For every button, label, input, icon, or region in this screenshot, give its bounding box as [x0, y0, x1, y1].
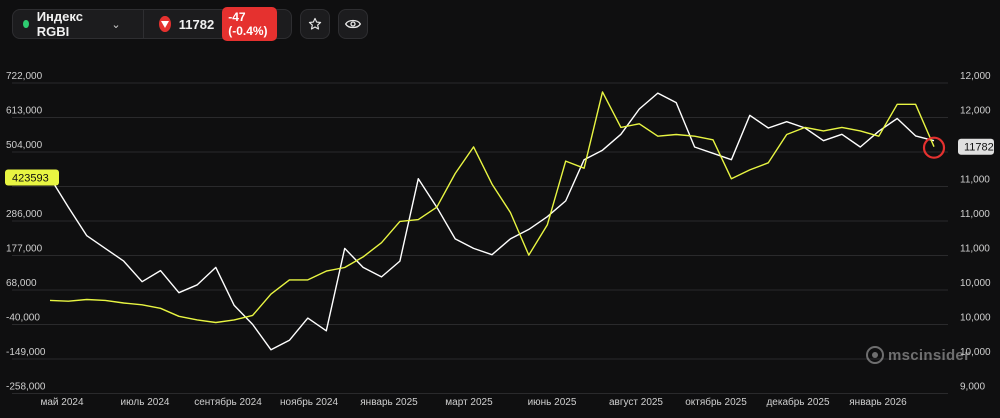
eye-icon	[345, 19, 361, 29]
right-marker-value: 11782	[964, 142, 994, 154]
x-tick-label: сентябрь 2024	[194, 396, 262, 408]
right-tick-label: 10,000	[960, 313, 991, 324]
watermark-text: mscinsider	[888, 346, 971, 364]
left-tick-label: 504,000	[6, 140, 43, 151]
index-selector[interactable]: Индекс RGBI ⌄ 11782 -47 (-0.4%)	[12, 7, 292, 41]
x-tick-label: ноябрь 2024	[280, 396, 338, 408]
x-tick-label: январь 2026	[849, 397, 907, 408]
change-badge: -47 (-0.4%)	[222, 7, 277, 41]
star-icon	[308, 17, 322, 30]
x-tick-label: октябрь 2025	[685, 396, 747, 408]
left-tick-label: 177,000	[6, 244, 43, 255]
right-tick-label: 11,000	[960, 175, 990, 186]
series-line-yellow	[49, 91, 935, 324]
left-tick-label: 722,000	[6, 71, 43, 82]
x-tick-label: июль 2024	[121, 397, 170, 408]
left-tick-label: 286,000	[6, 209, 43, 220]
left-tick-label: 613,000	[6, 106, 43, 117]
highlight-circle	[922, 136, 946, 159]
left-tick-label: -40,000	[6, 313, 40, 324]
down-arrow-icon	[159, 16, 171, 32]
right-marker-badge	[958, 138, 994, 155]
right-tick-label: 10,000	[960, 278, 991, 289]
x-tick-label: август 2025	[609, 397, 663, 408]
toolbar: Индекс RGBI ⌄ 11782 -47 (-0.4%)	[12, 7, 368, 41]
x-tick-label: январь 2025	[360, 397, 418, 408]
left-tick-label: 68,000	[6, 278, 37, 289]
right-tick-label: 11,000	[960, 244, 990, 255]
price-value: 11782	[178, 16, 215, 32]
watermark: mscinsider	[866, 346, 970, 364]
index-name: Индекс RGBI	[36, 9, 83, 39]
left-marker-badge	[5, 169, 59, 186]
right-tick-label: 12,000	[960, 106, 991, 117]
watch-button[interactable]	[338, 9, 368, 39]
x-tick-label: декабрь 2025	[766, 396, 830, 408]
right-tick-label: 9,000	[960, 382, 985, 393]
status-dot	[23, 20, 29, 28]
series-line-white	[49, 92, 935, 351]
right-tick-label: 10,000	[960, 347, 991, 358]
right-tick-label: 11,000	[960, 209, 990, 220]
watermark-logo-icon	[866, 346, 884, 364]
x-tick-label: май 2024	[40, 397, 83, 408]
chevron-down-icon[interactable]: ⌄	[111, 18, 121, 31]
left-tick-label: -258,000	[6, 382, 46, 393]
x-tick-label: июнь 2025	[528, 397, 577, 408]
left-tick-label: -149,000	[6, 347, 46, 358]
right-tick-label: 12,000	[960, 71, 991, 82]
favorite-button[interactable]	[300, 9, 330, 39]
x-tick-label: март 2025	[445, 397, 493, 408]
divider	[142, 9, 144, 39]
left-marker-value: 423593	[12, 173, 49, 185]
